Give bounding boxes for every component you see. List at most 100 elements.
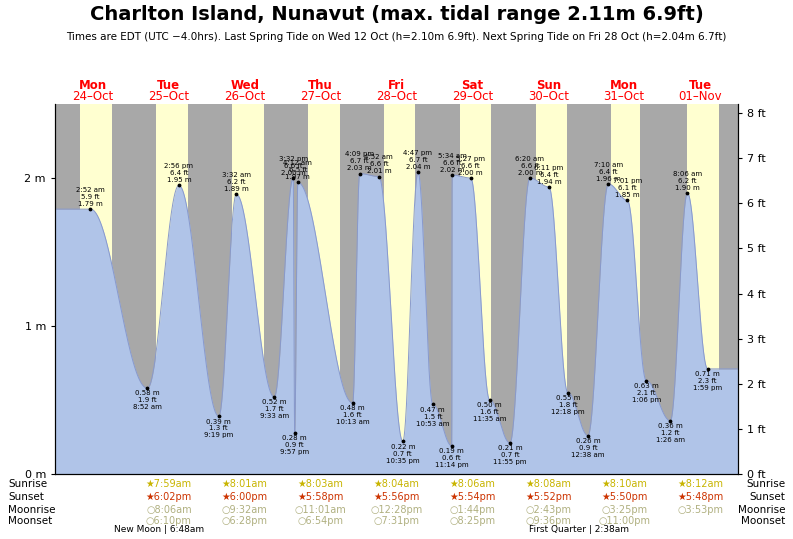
Text: Sunset: Sunset [8, 492, 44, 502]
Text: ★8:06am: ★8:06am [450, 479, 496, 489]
Text: Fri: Fri [388, 79, 405, 92]
Text: ★5:56pm: ★5:56pm [374, 492, 419, 502]
Text: Wed: Wed [230, 79, 259, 92]
Bar [80, 104, 112, 474]
Text: Moonset: Moonset [741, 516, 785, 527]
Text: 5:34 am
6.6 ft
2.02 m: 5:34 am 6.6 ft 2.02 m [438, 153, 466, 173]
Text: ★7:59am: ★7:59am [146, 479, 192, 489]
Text: Moonrise: Moonrise [8, 505, 56, 515]
Text: ○8:25pm: ○8:25pm [450, 516, 496, 527]
Text: 0.36 m
1.2 ft
1:26 am: 0.36 m 1.2 ft 1:26 am [656, 423, 685, 443]
Text: 27–Oct: 27–Oct [300, 90, 341, 103]
Text: 0.52 m
1.7 ft
9:33 am: 0.52 m 1.7 ft 9:33 am [259, 399, 289, 419]
Text: Moonrise: Moonrise [737, 505, 785, 515]
Text: 2:56 pm
6.4 ft
1.95 m: 2:56 pm 6.4 ft 1.95 m [164, 163, 193, 183]
Text: ○2:43pm: ○2:43pm [525, 505, 571, 515]
Bar [384, 104, 416, 474]
Text: ★6:00pm: ★6:00pm [222, 492, 268, 502]
Text: 0.63 m
2.1 ft
1:06 pm: 0.63 m 2.1 ft 1:06 pm [632, 383, 661, 403]
Bar [308, 104, 339, 474]
Text: 28–Oct: 28–Oct [376, 90, 417, 103]
Text: 6:11 pm
6.4 ft
1.94 m: 6:11 pm 6.4 ft 1.94 m [534, 164, 564, 185]
Bar [535, 104, 567, 474]
Text: First Quarter | 2:38am: First Quarter | 2:38am [529, 525, 629, 534]
Text: ★8:04am: ★8:04am [374, 479, 419, 489]
Text: Sunrise: Sunrise [8, 479, 47, 489]
Text: 0.58 m
1.9 ft
8:52 am: 0.58 m 1.9 ft 8:52 am [133, 390, 162, 410]
Text: ○12:28pm: ○12:28pm [370, 505, 423, 515]
Text: 4:52 am
6.6 ft
2.01 m: 4:52 am 6.6 ft 2.01 m [365, 154, 393, 174]
Text: Mon: Mon [610, 79, 638, 92]
Text: ○1:44pm: ○1:44pm [450, 505, 496, 515]
Text: 0.47 m
1.5 ft
10:53 am: 0.47 m 1.5 ft 10:53 am [416, 406, 450, 427]
Text: 30–Oct: 30–Oct [528, 90, 569, 103]
Text: Tue: Tue [688, 79, 711, 92]
Text: 0.39 m
1.3 ft
9:19 pm: 0.39 m 1.3 ft 9:19 pm [204, 418, 233, 439]
Text: Sunrise: Sunrise [746, 479, 785, 489]
Text: ★8:12am: ★8:12am [677, 479, 723, 489]
Text: 29–Oct: 29–Oct [452, 90, 493, 103]
Bar [232, 104, 264, 474]
Text: ○8:06am: ○8:06am [146, 505, 192, 515]
Text: ○11:00pm: ○11:00pm [598, 516, 650, 527]
Text: Thu: Thu [308, 79, 333, 92]
Text: 0.26 m
0.9 ft
12:38 am: 0.26 m 0.9 ft 12:38 am [571, 438, 604, 458]
Text: ○6:28pm: ○6:28pm [222, 516, 268, 527]
Text: 0.55 m
1.8 ft
12:18 pm: 0.55 m 1.8 ft 12:18 pm [551, 395, 584, 415]
Text: 7:01 pm
6.1 ft
1.85 m: 7:01 pm 6.1 ft 1.85 m [613, 178, 642, 198]
Text: 4:47 pm
6.7 ft
2.04 m: 4:47 pm 6.7 ft 2.04 m [404, 150, 432, 170]
Bar [156, 104, 188, 474]
Text: Moonset: Moonset [8, 516, 52, 527]
Text: Tue: Tue [157, 79, 180, 92]
Text: 01–Nov: 01–Nov [678, 90, 722, 103]
Text: 3:32 pm
6.6 ft
2.00 m: 3:32 pm 6.6 ft 2.00 m [278, 156, 308, 176]
Text: ★8:03am: ★8:03am [297, 479, 343, 489]
Text: 0.21 m
0.7 ft
11:55 pm: 0.21 m 0.7 ft 11:55 pm [493, 445, 527, 465]
Bar [611, 104, 640, 474]
Text: ○9:36pm: ○9:36pm [525, 516, 571, 527]
Text: ★6:02pm: ★6:02pm [146, 492, 192, 502]
Text: Charlton Island, Nunavut (max. tidal range 2.11m 6.9ft): Charlton Island, Nunavut (max. tidal ran… [90, 5, 703, 24]
Text: ★8:10am: ★8:10am [601, 479, 647, 489]
Text: ○7:31pm: ○7:31pm [374, 516, 419, 527]
Text: ★5:50pm: ★5:50pm [601, 492, 647, 502]
Bar [688, 104, 719, 474]
Text: ○9:32am: ○9:32am [222, 505, 267, 515]
Text: 3:32 am
6.2 ft
1.89 m: 3:32 am 6.2 ft 1.89 m [222, 172, 251, 192]
Text: 6:20 am
6.6 ft
2.00 m: 6:20 am 6.6 ft 2.00 m [515, 156, 545, 176]
Text: ★5:58pm: ★5:58pm [297, 492, 344, 502]
Text: ★5:52pm: ★5:52pm [525, 492, 572, 502]
Text: Times are EDT (UTC −4.0hrs). Last Spring Tide on Wed 12 Oct (h=2.10m 6.9ft). Nex: Times are EDT (UTC −4.0hrs). Last Spring… [67, 32, 726, 43]
Text: ○11:01am: ○11:01am [295, 505, 347, 515]
Text: Mon: Mon [79, 79, 107, 92]
Text: 31–Oct: 31–Oct [603, 90, 645, 103]
Text: New Moon | 6:48am: New Moon | 6:48am [113, 525, 204, 534]
Text: ○6:10pm: ○6:10pm [146, 516, 192, 527]
Text: ★5:54pm: ★5:54pm [449, 492, 496, 502]
Text: 25–Oct: 25–Oct [148, 90, 190, 103]
Text: 0.19 m
0.6 ft
11:14 pm: 0.19 m 0.6 ft 11:14 pm [435, 448, 469, 468]
Text: 0.28 m
0.9 ft
9:57 pm: 0.28 m 0.9 ft 9:57 pm [280, 435, 309, 455]
Text: 0.48 m
1.6 ft
10:13 am: 0.48 m 1.6 ft 10:13 am [335, 405, 370, 425]
Text: 0.22 m
0.7 ft
10:35 pm: 0.22 m 0.7 ft 10:35 pm [386, 444, 419, 464]
Text: 4:12 am
6.5 ft
1.97 m: 4:12 am 6.5 ft 1.97 m [283, 160, 312, 180]
Text: 2:52 am
5.9 ft
1.79 m: 2:52 am 5.9 ft 1.79 m [76, 187, 105, 207]
Text: ○3:53pm: ○3:53pm [677, 505, 723, 515]
Text: Sat: Sat [462, 79, 484, 92]
Text: ★5:48pm: ★5:48pm [677, 492, 723, 502]
Text: ○6:54pm: ○6:54pm [297, 516, 343, 527]
Text: ★8:01am: ★8:01am [222, 479, 268, 489]
Text: 5:27 pm
6.6 ft
2.00 m: 5:27 pm 6.6 ft 2.00 m [456, 156, 485, 176]
Text: 4:09 pm
6.7 ft
2.03 m: 4:09 pm 6.7 ft 2.03 m [345, 151, 374, 171]
Text: 24–Oct: 24–Oct [72, 90, 113, 103]
Text: 26–Oct: 26–Oct [224, 90, 266, 103]
Text: ★8:08am: ★8:08am [525, 479, 571, 489]
Text: Sun: Sun [536, 79, 561, 92]
Text: 8:06 am
6.2 ft
1.90 m: 8:06 am 6.2 ft 1.90 m [672, 170, 702, 191]
Text: 0.71 m
2.3 ft
1:59 pm: 0.71 m 2.3 ft 1:59 pm [693, 371, 722, 391]
Text: ○3:25pm: ○3:25pm [601, 505, 647, 515]
Text: 0.50 m
1.6 ft
11:35 am: 0.50 m 1.6 ft 11:35 am [473, 402, 507, 422]
Bar [460, 104, 492, 474]
Text: 7:10 am
6.4 ft
1.96 m: 7:10 am 6.4 ft 1.96 m [594, 162, 623, 182]
Text: Sunset: Sunset [749, 492, 785, 502]
